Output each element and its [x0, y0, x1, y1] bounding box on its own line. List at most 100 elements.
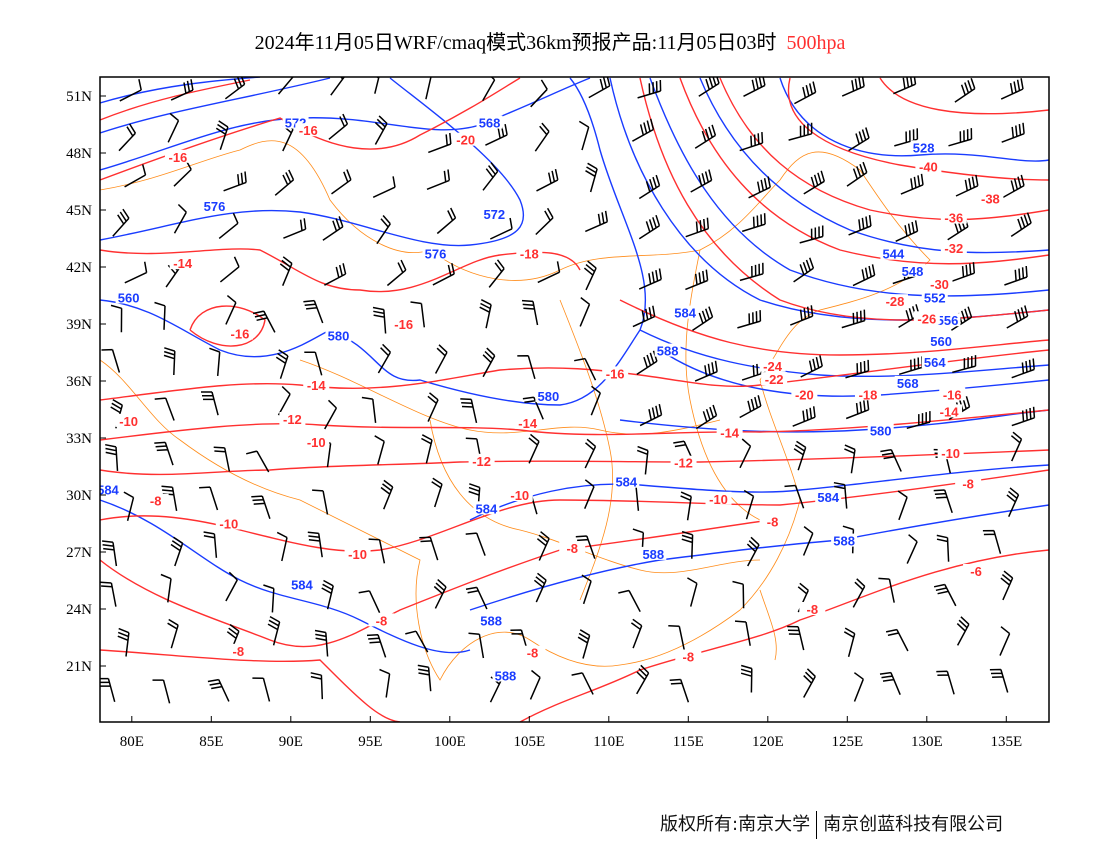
label-background — [169, 256, 196, 270]
label-background — [478, 613, 505, 627]
lon-tick-label: 135E — [990, 734, 1022, 750]
height-contour-label: 572 — [483, 207, 505, 222]
wind-barb — [694, 124, 717, 149]
temperature-contour-label: -16 — [299, 123, 318, 138]
wind-barb — [372, 176, 396, 198]
wind-barb — [790, 305, 814, 326]
wind-barb — [581, 574, 592, 605]
lat-tick-label: 48N — [66, 146, 92, 162]
temperature-contours — [100, 77, 1049, 722]
label-background — [913, 311, 940, 325]
wind-barb — [537, 261, 561, 284]
label-background — [915, 159, 942, 173]
wind-barb — [436, 207, 457, 235]
label-background — [921, 355, 948, 368]
lon-tick-label: 105E — [513, 734, 545, 750]
wind-barb — [845, 359, 870, 379]
wind-barb — [310, 672, 324, 700]
label-background — [670, 455, 697, 469]
label-background — [799, 602, 826, 615]
label-background — [516, 246, 543, 260]
wind-barb — [277, 385, 291, 416]
label-background — [882, 294, 908, 308]
temperature-contour-label: -32 — [944, 241, 963, 256]
wind-barb — [680, 491, 692, 521]
wind-barb — [1000, 78, 1024, 100]
wind-barb — [536, 531, 550, 561]
lon-tick-label: 85E — [199, 734, 223, 750]
wind-barb — [324, 399, 338, 430]
wind-barb — [695, 404, 718, 430]
wind-barb — [852, 264, 876, 287]
temperature-contour-label: -22 — [765, 372, 784, 387]
temperature-contour-label: -40 — [919, 159, 938, 174]
wind-barb — [900, 173, 924, 195]
wind-barb — [534, 122, 550, 152]
label-background — [791, 387, 818, 401]
wind-barb — [989, 668, 1009, 693]
boundaries — [100, 140, 931, 681]
wind-barb — [577, 629, 591, 659]
wind-barb — [251, 495, 271, 520]
wind-barb — [1011, 358, 1035, 379]
wind-barb — [681, 530, 694, 559]
lon-tick-label: 100E — [434, 734, 466, 750]
label-background — [937, 446, 964, 460]
wind-barb — [583, 260, 597, 291]
wind-barb — [201, 391, 219, 416]
wind-barb — [101, 348, 121, 373]
wind-barb — [638, 174, 661, 200]
wind-barb — [170, 536, 184, 567]
wind-barb — [482, 77, 496, 102]
wind-barb — [800, 355, 823, 378]
wind-barb — [405, 630, 429, 653]
wind-barb — [1006, 487, 1020, 518]
wind-barb — [895, 220, 919, 242]
wind-barb — [743, 77, 766, 97]
lon-tick-label: 95E — [358, 734, 382, 750]
wind-barb — [792, 406, 816, 427]
label-background — [815, 489, 842, 503]
wind-barb — [252, 677, 271, 702]
wind-barb — [331, 169, 352, 195]
lat-tick-label: 33N — [66, 431, 92, 447]
wind-barb — [841, 77, 865, 97]
height-contour-label: 560 — [930, 334, 952, 349]
lat-tick-label: 36N — [66, 374, 92, 390]
label-background — [761, 372, 788, 386]
wind-barb — [743, 489, 755, 520]
wind-barb — [267, 615, 281, 646]
wind-barb — [897, 490, 908, 521]
wind-barb — [112, 208, 130, 237]
wind-barb — [885, 628, 909, 652]
wind-barb — [741, 213, 766, 233]
label-background — [390, 317, 417, 330]
label-background — [288, 577, 315, 591]
label-background — [142, 493, 169, 507]
wind-barb — [575, 535, 596, 559]
label-background — [705, 491, 732, 505]
wind-barb — [209, 347, 221, 376]
wind-barb — [906, 411, 931, 430]
wind-barb — [803, 668, 816, 698]
pressure-level: 500hpa — [786, 32, 846, 54]
wind-barb — [535, 207, 554, 236]
wind-barb — [844, 444, 856, 474]
temperature-contour-label: -10 — [941, 446, 960, 461]
height-contour-label: 568 — [479, 116, 501, 131]
temperature-contour-label: -30 — [930, 277, 949, 292]
temperature-labels: -16-16-20-14-18-16-16-14-16-12 -14-10-10-… — [115, 123, 1004, 665]
wind-barb — [669, 678, 690, 703]
wind-barb — [748, 176, 771, 199]
wind-barb — [110, 304, 123, 333]
wind-barb — [517, 354, 536, 380]
height-contour-label: 584 — [476, 501, 498, 516]
wind-barb — [425, 77, 432, 100]
wind-barb — [880, 448, 902, 472]
wind-barb — [374, 435, 385, 465]
wind-barb — [588, 77, 611, 99]
wind-barb — [685, 269, 709, 291]
wind-barb — [199, 486, 219, 511]
wind-barb — [845, 398, 870, 420]
height-contours — [100, 77, 1049, 654]
